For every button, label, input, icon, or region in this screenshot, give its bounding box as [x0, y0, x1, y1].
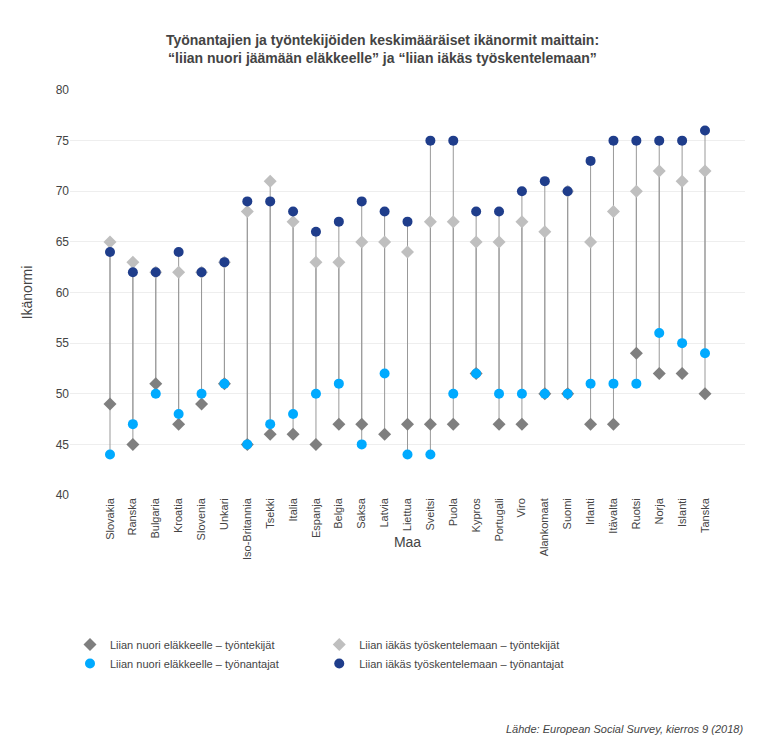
svg-text:Slovenia: Slovenia	[195, 497, 207, 540]
svg-text:50: 50	[56, 387, 70, 401]
svg-text:Belgia: Belgia	[332, 497, 344, 528]
svg-text:70: 70	[56, 184, 70, 198]
svg-text:Islanti: Islanti	[676, 498, 688, 527]
svg-text:Puola: Puola	[447, 497, 459, 526]
svg-text:45: 45	[56, 438, 70, 452]
svg-text:Suomi: Suomi	[561, 498, 573, 529]
svg-text:Ruotsi: Ruotsi	[630, 498, 642, 529]
svg-text:Unkari: Unkari	[218, 498, 230, 530]
svg-text:Espanja: Espanja	[310, 497, 322, 538]
svg-text:Bulgaria: Bulgaria	[149, 497, 161, 538]
svg-text:65: 65	[56, 235, 70, 249]
svg-text:Italia: Italia	[287, 497, 299, 521]
svg-text:Tsekki: Tsekki	[264, 498, 276, 529]
svg-text:Liian iäkäs työskentelemaan –: Liian iäkäs työskentelemaan – työntekijä…	[359, 639, 559, 651]
svg-text:Iso-Britannia: Iso-Britannia	[241, 497, 253, 560]
svg-text:Kroatia: Kroatia	[172, 497, 184, 533]
svg-text:Sveitsi: Sveitsi	[424, 498, 436, 530]
svg-text:Portugali: Portugali	[493, 498, 505, 541]
svg-text:Norja: Norja	[653, 497, 665, 524]
svg-text:Ikänormi: Ikänormi	[19, 266, 35, 320]
svg-text:Saksa: Saksa	[355, 497, 367, 528]
svg-text:Kypros: Kypros	[470, 498, 482, 533]
svg-text:Liian iäkäs työskentelemaan –: Liian iäkäs työskentelemaan – työnantaja…	[359, 658, 563, 670]
svg-text:60: 60	[56, 286, 70, 300]
svg-text:80: 80	[56, 83, 70, 97]
svg-text:40: 40	[56, 488, 70, 502]
svg-text:55: 55	[56, 336, 70, 350]
svg-text:Alankomaat: Alankomaat	[538, 498, 550, 556]
svg-text:Työnantajien ja työntekijöiden: Työnantajien ja työntekijöiden keskimäär…	[166, 32, 599, 66]
svg-text:Liian nuori eläkkeelle – työna: Liian nuori eläkkeelle – työnantajat	[110, 658, 279, 670]
svg-text:Liettua: Liettua	[401, 497, 413, 531]
svg-text:Irlanti: Irlanti	[584, 498, 596, 525]
svg-text:Viro: Viro	[515, 498, 527, 517]
svg-text:Itävalta: Itävalta	[607, 497, 619, 533]
svg-text:Lähde: European Social Survey,: Lähde: European Social Survey, kierros 9…	[506, 723, 743, 735]
svg-text:Latvia: Latvia	[378, 497, 390, 527]
svg-text:75: 75	[56, 134, 70, 148]
svg-text:Maa: Maa	[394, 534, 421, 550]
svg-text:Slovakia: Slovakia	[104, 497, 116, 539]
svg-text:Ranska: Ranska	[126, 497, 138, 535]
svg-text:Tanska: Tanska	[699, 497, 711, 533]
svg-text:Liian nuori eläkkeelle – työnt: Liian nuori eläkkeelle – työntekijät	[110, 639, 275, 651]
